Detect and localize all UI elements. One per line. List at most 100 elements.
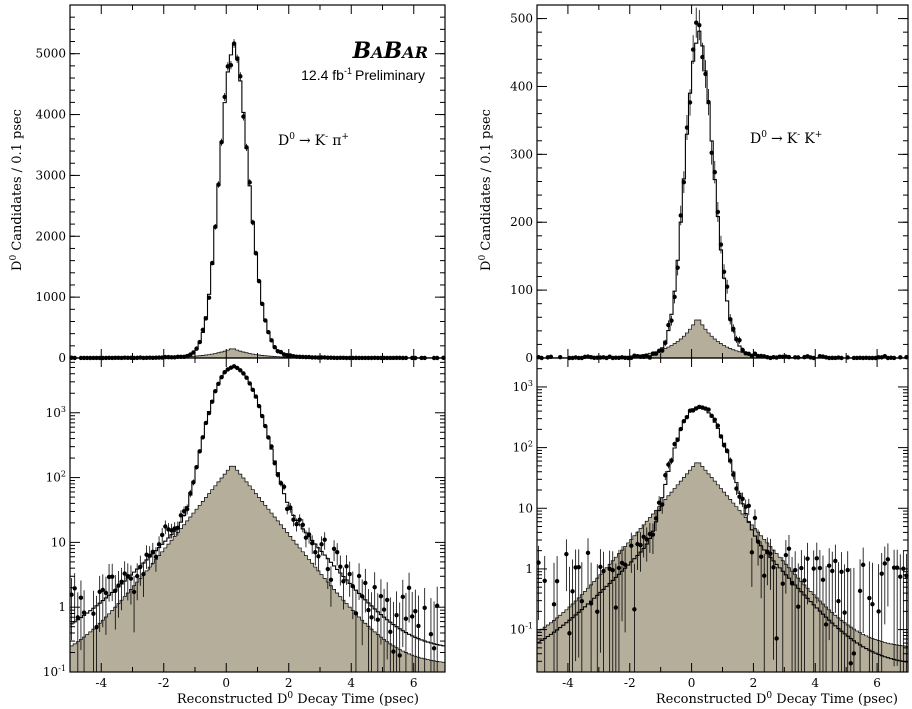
- data-point: [823, 622, 829, 627]
- data-point: [78, 595, 84, 600]
- babar-logo: BABAR: [352, 38, 428, 64]
- data-point: [641, 534, 646, 539]
- data-point: [715, 209, 721, 215]
- data-point: [388, 629, 393, 635]
- data-point: [103, 590, 109, 596]
- data-point: [650, 351, 656, 356]
- data-point: [734, 486, 739, 491]
- data-point: [209, 260, 215, 266]
- data-point: [244, 375, 249, 380]
- data-point: [588, 601, 594, 606]
- data-point: [194, 346, 199, 351]
- data-point: [675, 437, 680, 443]
- data-point: [116, 583, 121, 588]
- data-point: [109, 574, 115, 579]
- data-point: [718, 434, 724, 439]
- data-point: [338, 564, 343, 569]
- data-point: [740, 496, 745, 502]
- data-point: [678, 213, 683, 218]
- data-point: [879, 571, 884, 576]
- data-point: [703, 71, 708, 77]
- data-point: [684, 125, 690, 130]
- background-histogram: [536, 462, 909, 673]
- data-point: [554, 579, 560, 584]
- data-point: [836, 598, 841, 604]
- data-point: [792, 567, 798, 573]
- data-point: [372, 584, 377, 590]
- data-point: [697, 22, 702, 28]
- data-point: [681, 419, 687, 424]
- data-point: [666, 322, 671, 328]
- data-point: [771, 565, 776, 570]
- data-point: [768, 551, 773, 556]
- data-point: [247, 180, 252, 185]
- data-point: [381, 607, 387, 612]
- data-point: [576, 564, 581, 570]
- data-point: [811, 566, 816, 571]
- data-point: [134, 573, 140, 579]
- data-point: [91, 611, 96, 616]
- data-point: [579, 598, 585, 604]
- y-tick-label: 0: [58, 351, 66, 365]
- data-point: [281, 484, 287, 490]
- y-tick-label: 0: [525, 351, 533, 365]
- data-point: [718, 242, 724, 247]
- data-point: [551, 602, 557, 607]
- data-point: [403, 616, 409, 621]
- data-point: [839, 569, 844, 575]
- ylabel-left: D0 Candidates / 0.1 psec: [9, 109, 25, 271]
- data-point: [721, 269, 727, 275]
- panel-right-top: 0 100 200 300 400 500: [510, 4, 909, 365]
- data-point: [331, 546, 337, 552]
- data-point: [375, 617, 381, 622]
- data-point: [876, 609, 881, 614]
- total-fit-line: [70, 42, 445, 359]
- data-point: [100, 587, 106, 593]
- data-point: [238, 74, 243, 79]
- data-point: [306, 532, 312, 537]
- data-point: [774, 636, 779, 641]
- data-point: [278, 481, 284, 486]
- y-tick-label: 10-1: [43, 664, 66, 679]
- data-point: [616, 565, 622, 571]
- y-tick-label: 100: [510, 283, 533, 297]
- data-point: [724, 448, 730, 453]
- data-point: [428, 632, 434, 637]
- data-point: [200, 435, 206, 440]
- data-point: [128, 576, 134, 581]
- data-point: [755, 353, 761, 359]
- data-point: [557, 355, 563, 360]
- data-point: [394, 612, 399, 618]
- data-point: [250, 220, 256, 225]
- data-point: [275, 472, 281, 477]
- data-point: [799, 565, 804, 571]
- x-tick-label: 4: [347, 676, 355, 690]
- data-point: [363, 580, 368, 586]
- background-histogram: [536, 319, 909, 359]
- data-point: [564, 551, 569, 557]
- data-point: [728, 317, 733, 322]
- data-point: [250, 387, 256, 393]
- total-fit-line: [537, 405, 908, 663]
- data-point: [826, 563, 832, 568]
- data-point: [891, 565, 897, 570]
- data-point: [672, 294, 677, 300]
- data-point: [709, 413, 714, 419]
- y-tick-label: 2000: [35, 229, 66, 243]
- data-point: [72, 586, 77, 591]
- data-point: [851, 651, 857, 656]
- data-point: [783, 552, 789, 558]
- data-point: [755, 539, 761, 544]
- data-point: [188, 352, 193, 357]
- data-point: [585, 550, 591, 556]
- x-tick-label: 2: [285, 676, 293, 690]
- data-point: [870, 602, 875, 607]
- y-tick-label: 1000: [35, 290, 66, 304]
- ylabel-right: D0 Candidates / 0.1 psec: [478, 109, 494, 271]
- data-point: [731, 472, 736, 477]
- data-point: [391, 649, 396, 654]
- data-point: [122, 571, 127, 576]
- data-point: [817, 565, 823, 571]
- data-point: [263, 423, 268, 429]
